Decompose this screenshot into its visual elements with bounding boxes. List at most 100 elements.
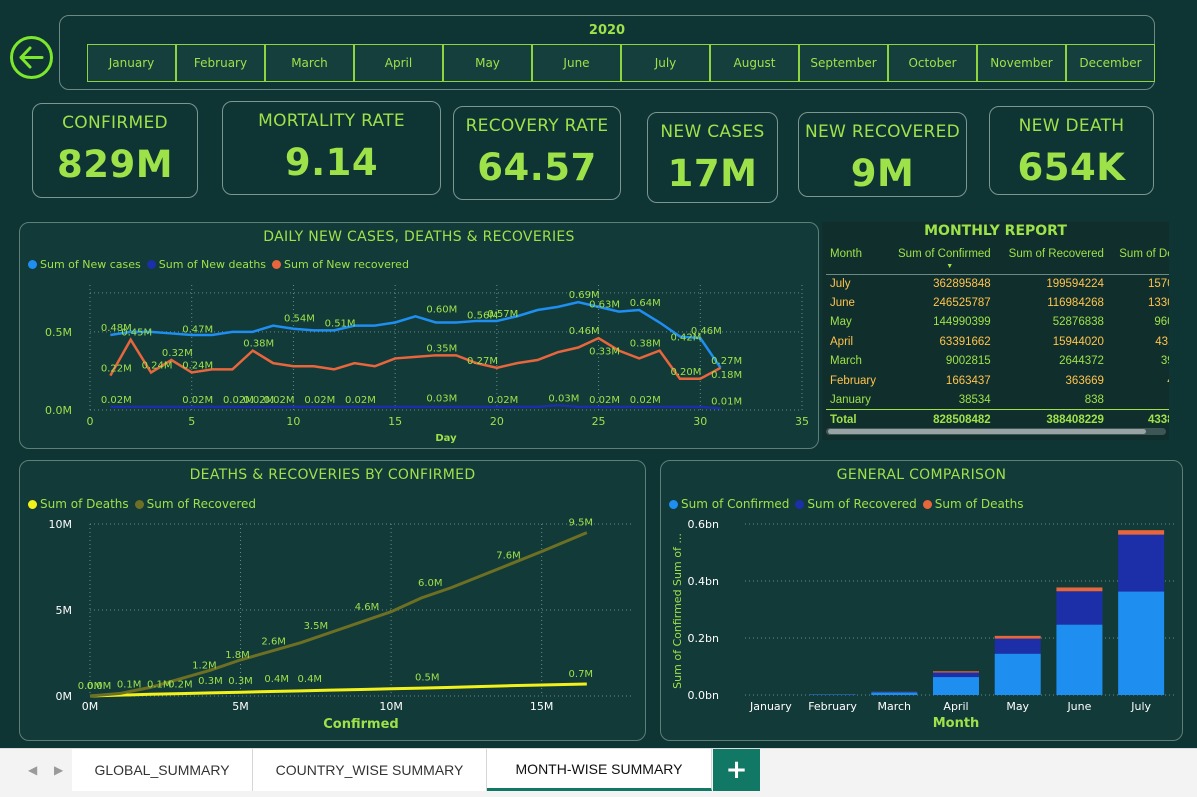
kpi-value: 17M (667, 152, 758, 195)
column-header-deaths[interactable]: Sum of Dea (1109, 246, 1169, 275)
data-label: 0.35M (426, 343, 457, 354)
kpi-card-confirmed: CONFIRMED 829M (32, 103, 198, 198)
tab-scroll-left-icon[interactable]: ◀ (28, 763, 38, 777)
month-button-december[interactable]: December (1066, 44, 1155, 82)
x-tick-label: 35 (795, 415, 809, 428)
data-label: 0.02M (243, 395, 274, 406)
data-label: 0.02M (182, 395, 213, 406)
month-button-september[interactable]: September (799, 44, 888, 82)
y-tick-label: 0.5M (45, 326, 72, 339)
x-axis-label: Day (435, 433, 457, 444)
y-tick-label: 10M (49, 518, 73, 531)
data-label: 0.20M (670, 367, 701, 378)
legend-item-new-recovered[interactable]: Sum of New recovered (272, 258, 409, 271)
x-tick-label: March (878, 700, 912, 713)
month-button-june[interactable]: June (532, 44, 621, 82)
tab-scroll-right-icon[interactable]: ▶ (54, 763, 64, 777)
y-tick-label: 0.2bn (688, 632, 719, 645)
legend-item-deaths[interactable]: Sum of Deaths (28, 497, 129, 511)
tab-month-wise-summary[interactable]: MONTH-WISE SUMMARY (487, 749, 712, 791)
data-label: 0.18M (711, 370, 742, 381)
legend-item-deaths[interactable]: Sum of Deaths (922, 497, 1023, 511)
data-label: 0.24M (142, 361, 173, 372)
legend-item-recovered[interactable]: Sum of Recovered (795, 497, 917, 511)
kpi-value: 829M (56, 143, 174, 186)
arrow-left-icon (19, 46, 44, 69)
bar-segment-june-0 (1056, 624, 1103, 695)
month-button-february[interactable]: February (176, 44, 265, 82)
month-button-july[interactable]: July (621, 44, 710, 82)
table-row: May144990399528768389609 (830, 316, 1169, 329)
month-button-april[interactable]: April (354, 44, 443, 82)
month-button-march[interactable]: March (265, 44, 354, 82)
series-line-2 (109, 336, 722, 380)
scrollbar-thumb[interactable] (828, 429, 1146, 434)
table-row: March90028152644372397 (830, 355, 1169, 368)
bar-segment-july-0 (1118, 591, 1165, 695)
bar-segment-march-1 (871, 691, 918, 693)
data-label: 7.6M (496, 550, 521, 561)
horizontal-scrollbar[interactable] (826, 428, 1166, 435)
kpi-value: 64.57 (477, 146, 597, 189)
data-label: 0.01M (711, 396, 742, 407)
month-button-november[interactable]: November (977, 44, 1066, 82)
data-label: 0.3M (198, 676, 223, 687)
column-header-recovered[interactable]: Sum of Recovered (996, 246, 1110, 275)
x-tick-label: 15M (530, 700, 554, 713)
x-tick-label: 15 (388, 415, 402, 428)
general-comparison-legend: Sum of Confirmed Sum of Recovered Sum of… (669, 497, 1029, 511)
bar-segment-july-1 (1118, 534, 1165, 592)
data-label: 0.22M (101, 364, 132, 375)
data-label: 0.02M (630, 395, 661, 406)
legend-item-recovered[interactable]: Sum of Recovered (134, 497, 256, 511)
x-axis-label: Month (933, 716, 980, 731)
data-label: 3.5M (304, 621, 329, 632)
data-label: 0.27M (711, 356, 742, 367)
legend-item-new-deaths[interactable]: Sum of New deaths (146, 258, 266, 271)
bar-segment-july-2 (1118, 530, 1165, 535)
legend-item-new-cases[interactable]: Sum of New cases (28, 258, 141, 271)
tab-global-summary[interactable]: GLOBAL_SUMMARY (72, 749, 253, 791)
kpi-card-recovery-rate: RECOVERY RATE 64.57 (453, 106, 621, 200)
data-label: 0.24M (182, 361, 213, 372)
add-page-button[interactable]: + (713, 749, 760, 791)
data-label: 1.8M (225, 650, 250, 661)
kpi-card-new-cases: NEW CASES 17M (647, 112, 778, 203)
data-label: 0.63M (589, 300, 620, 311)
kpi-card-new-recovered: NEW RECOVERED 9M (798, 112, 967, 197)
data-label: 0.56M (467, 311, 498, 322)
y-tick-label: 0.4bn (688, 575, 719, 588)
data-label: 0.0M (87, 681, 112, 692)
month-button-august[interactable]: August (710, 44, 799, 82)
month-button-january[interactable]: January (87, 44, 176, 82)
data-label: 0.02M (101, 395, 132, 406)
legend-item-confirmed[interactable]: Sum of Confirmed (669, 497, 789, 511)
back-arrow-button[interactable] (10, 36, 53, 79)
x-axis-label: Confirmed (323, 717, 398, 732)
x-tick-label: April (943, 700, 968, 713)
kpi-title: NEW RECOVERED (804, 122, 961, 142)
data-label: 0.33M (589, 346, 620, 357)
deaths-recoveries-panel: DEATHS & RECOVERIES BY CONFIRMED Sum of … (19, 460, 646, 741)
tab-country-wise-summary[interactable]: COUNTRY_WISE SUMMARY (253, 749, 487, 791)
table-row: April63391662159440204311 (830, 335, 1169, 348)
data-label: 0.32M (162, 348, 193, 359)
table-row: July36289584819959422415709 (830, 277, 1169, 290)
month-button-october[interactable]: October (888, 44, 977, 82)
data-label: 0.2M (168, 679, 193, 690)
general-comparison-title: GENERAL COMPARISON (836, 467, 1007, 483)
data-label: 1.2M (192, 660, 217, 671)
x-tick-label: 30 (693, 415, 707, 428)
kpi-value: 9.14 (284, 141, 379, 184)
column-header-confirmed[interactable]: Sum of Confirmed ▼ (886, 246, 997, 275)
series-line-0 (89, 682, 587, 698)
table-header-row: Month Sum of Confirmed ▼ Sum of Recovered… (826, 246, 1169, 275)
month-button-may[interactable]: May (443, 44, 532, 82)
data-label: 0.03M (426, 393, 457, 404)
data-label: 0.02M (589, 395, 620, 406)
bar-segment-june-1 (1056, 591, 1103, 625)
x-tick-label: 5M (232, 700, 249, 713)
data-label: 0.60M (426, 304, 457, 315)
column-header-month[interactable]: Month (826, 246, 887, 275)
kpi-card-mortality-rate: MORTALITY RATE 9.14 (222, 101, 441, 195)
